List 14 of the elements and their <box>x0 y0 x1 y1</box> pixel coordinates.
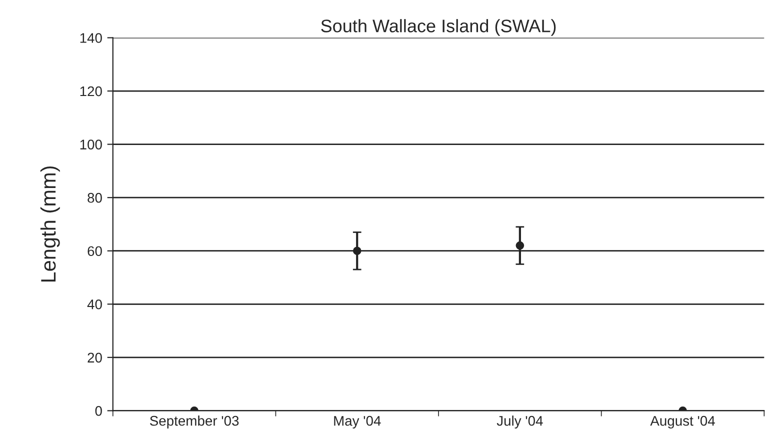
y-tick-label: 140 <box>80 33 102 43</box>
y-tick-label: 0 <box>95 406 102 416</box>
chart-title: South Wallace Island (SWAL) <box>321 19 556 36</box>
y-tick-label: 120 <box>80 86 102 96</box>
x-tick-label: July '04 <box>496 416 543 429</box>
x-tick-label: August '04 <box>650 416 715 429</box>
x-tick-label: May '04 <box>334 416 381 429</box>
y-tick-label: 60 <box>88 246 102 256</box>
y-tick-label: 80 <box>88 192 102 203</box>
y-tick-label: 40 <box>87 299 102 310</box>
y-tick-label: 100 <box>80 140 102 150</box>
y-axis-title: Length (mm) <box>40 166 60 282</box>
y-tick-label: 20 <box>88 352 102 363</box>
x-tick-label: September '03 <box>150 416 239 429</box>
